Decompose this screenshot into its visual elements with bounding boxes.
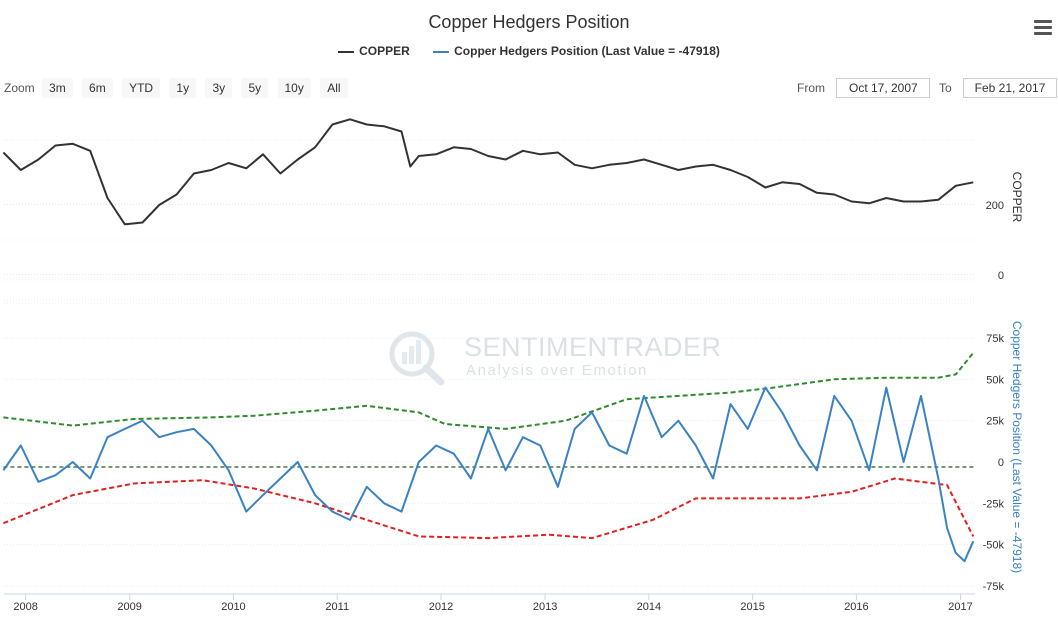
to-label: To [939,81,952,95]
hedgers-tick-label: -75k [983,581,1005,593]
upper-band-line [3,352,975,430]
zoom-button-3y[interactable]: 3y [205,78,233,98]
x-axis-tick-label: 2014 [637,601,661,613]
zoom-button-10y[interactable]: 10y [277,78,311,98]
copper-series-line [2,118,974,226]
copper-tick-label: 0 [998,270,1004,282]
hedgers-series-line [2,386,975,563]
x-axis-tick-label: 2008 [13,601,37,613]
hedgers-tick-label: -50k [983,540,1005,552]
watermark-brand: SENTIMENTRADER [464,332,722,362]
x-axis-tick-label: 2009 [117,601,141,613]
hedgers-tick-label: 25k [986,416,1004,428]
from-label: From [797,81,825,95]
legend-item-copper[interactable]: COPPER [338,44,410,58]
to-date-input[interactable]: Feb 21, 2017 [963,78,1058,98]
hedgers-tick-label: 75k [986,333,1004,345]
x-axis-tick-label: 2017 [948,601,972,613]
legend-swatch-copper [338,50,355,53]
legend-item-hedgers[interactable]: Copper Hedgers Position (Last Value = -4… [433,44,720,58]
hedgers-tick-label: 50k [986,374,1004,386]
x-axis-tick-label: 2015 [740,601,764,613]
copper-axis-title: COPPER [1010,172,1024,223]
x-axis-tick-label: 2011 [325,601,349,613]
x-axis-tick-label: 2012 [429,601,453,613]
x-axis-tick-label: 2010 [221,601,245,613]
zoom-button-1y[interactable]: 1y [169,78,197,98]
watermark: SENTIMENTRADER Analysis over Emotion [386,328,721,390]
hedgers-tick-label: 0 [998,457,1004,469]
from-date-input[interactable]: Oct 17, 2007 [836,78,931,98]
hedgers-axis-title: Copper Hedgers Position (Last Value = -4… [1010,321,1024,573]
chart-title: Copper Hedgers Position [428,12,630,32]
zoom-button-3m[interactable]: 3m [42,78,73,98]
legend-label-hedgers: Copper Hedgers Position (Last Value = -4… [454,44,720,58]
copper-tick-label: 200 [986,200,1004,212]
lower-band-line [3,477,975,540]
x-axis-tick-label: 2013 [533,601,557,613]
range-from: From Oct 17, 2007 [797,78,931,98]
zoom-button-ytd[interactable]: YTD [122,78,161,98]
chart-legend: COPPER Copper Hedgers Position (Last Val… [0,44,1058,58]
range-to: To Feb 21, 2017 [939,78,1058,98]
zoom-button-all[interactable]: All [320,78,348,98]
hedgers-tick-label: -25k [983,498,1005,510]
legend-label-copper: COPPER [359,44,410,58]
legend-swatch-hedgers [433,50,450,53]
x-axis-tick-label: 2016 [844,601,868,613]
watermark-tagline: Analysis over Emotion [466,362,648,379]
zoom-label: Zoom [4,81,35,95]
magnifier-bar-chart-icon [389,331,445,386]
zoom-button-6m[interactable]: 6m [82,78,113,98]
hamburger-menu-icon[interactable] [1034,20,1052,36]
zoom-toolbar: Zoom 3m 6m YTD 1y 3y 5y 10y All [4,78,354,98]
zoom-button-5y[interactable]: 5y [241,78,269,98]
